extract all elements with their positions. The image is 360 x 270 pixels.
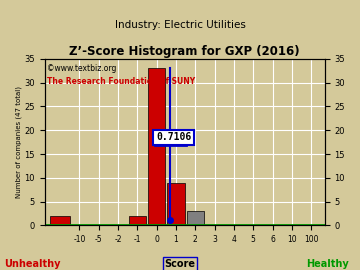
Bar <box>129 216 146 225</box>
Bar <box>50 216 70 225</box>
Bar <box>148 68 165 225</box>
Bar <box>186 211 204 225</box>
Y-axis label: Number of companies (47 total): Number of companies (47 total) <box>15 86 22 198</box>
Text: Score: Score <box>165 259 195 269</box>
Text: Industry: Electric Utilities: Industry: Electric Utilities <box>114 20 246 30</box>
Title: Z’-Score Histogram for GXP (2016): Z’-Score Histogram for GXP (2016) <box>69 45 300 58</box>
Bar <box>167 183 185 225</box>
Text: ©www.textbiz.org: ©www.textbiz.org <box>48 64 117 73</box>
Text: 0.7106: 0.7106 <box>156 132 191 142</box>
Text: The Research Foundation of SUNY: The Research Foundation of SUNY <box>48 77 195 86</box>
Text: Healthy: Healthy <box>306 259 349 269</box>
Text: Unhealthy: Unhealthy <box>4 259 60 269</box>
